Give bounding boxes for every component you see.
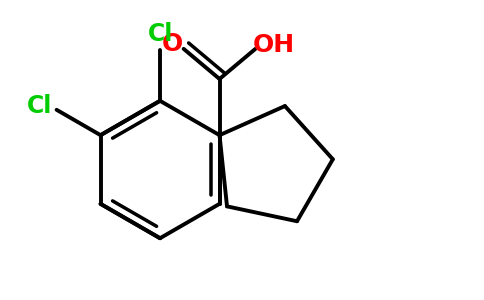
Text: Cl: Cl [148, 22, 173, 46]
Text: OH: OH [253, 33, 295, 57]
Text: Cl: Cl [27, 94, 52, 118]
Text: O: O [162, 32, 183, 56]
